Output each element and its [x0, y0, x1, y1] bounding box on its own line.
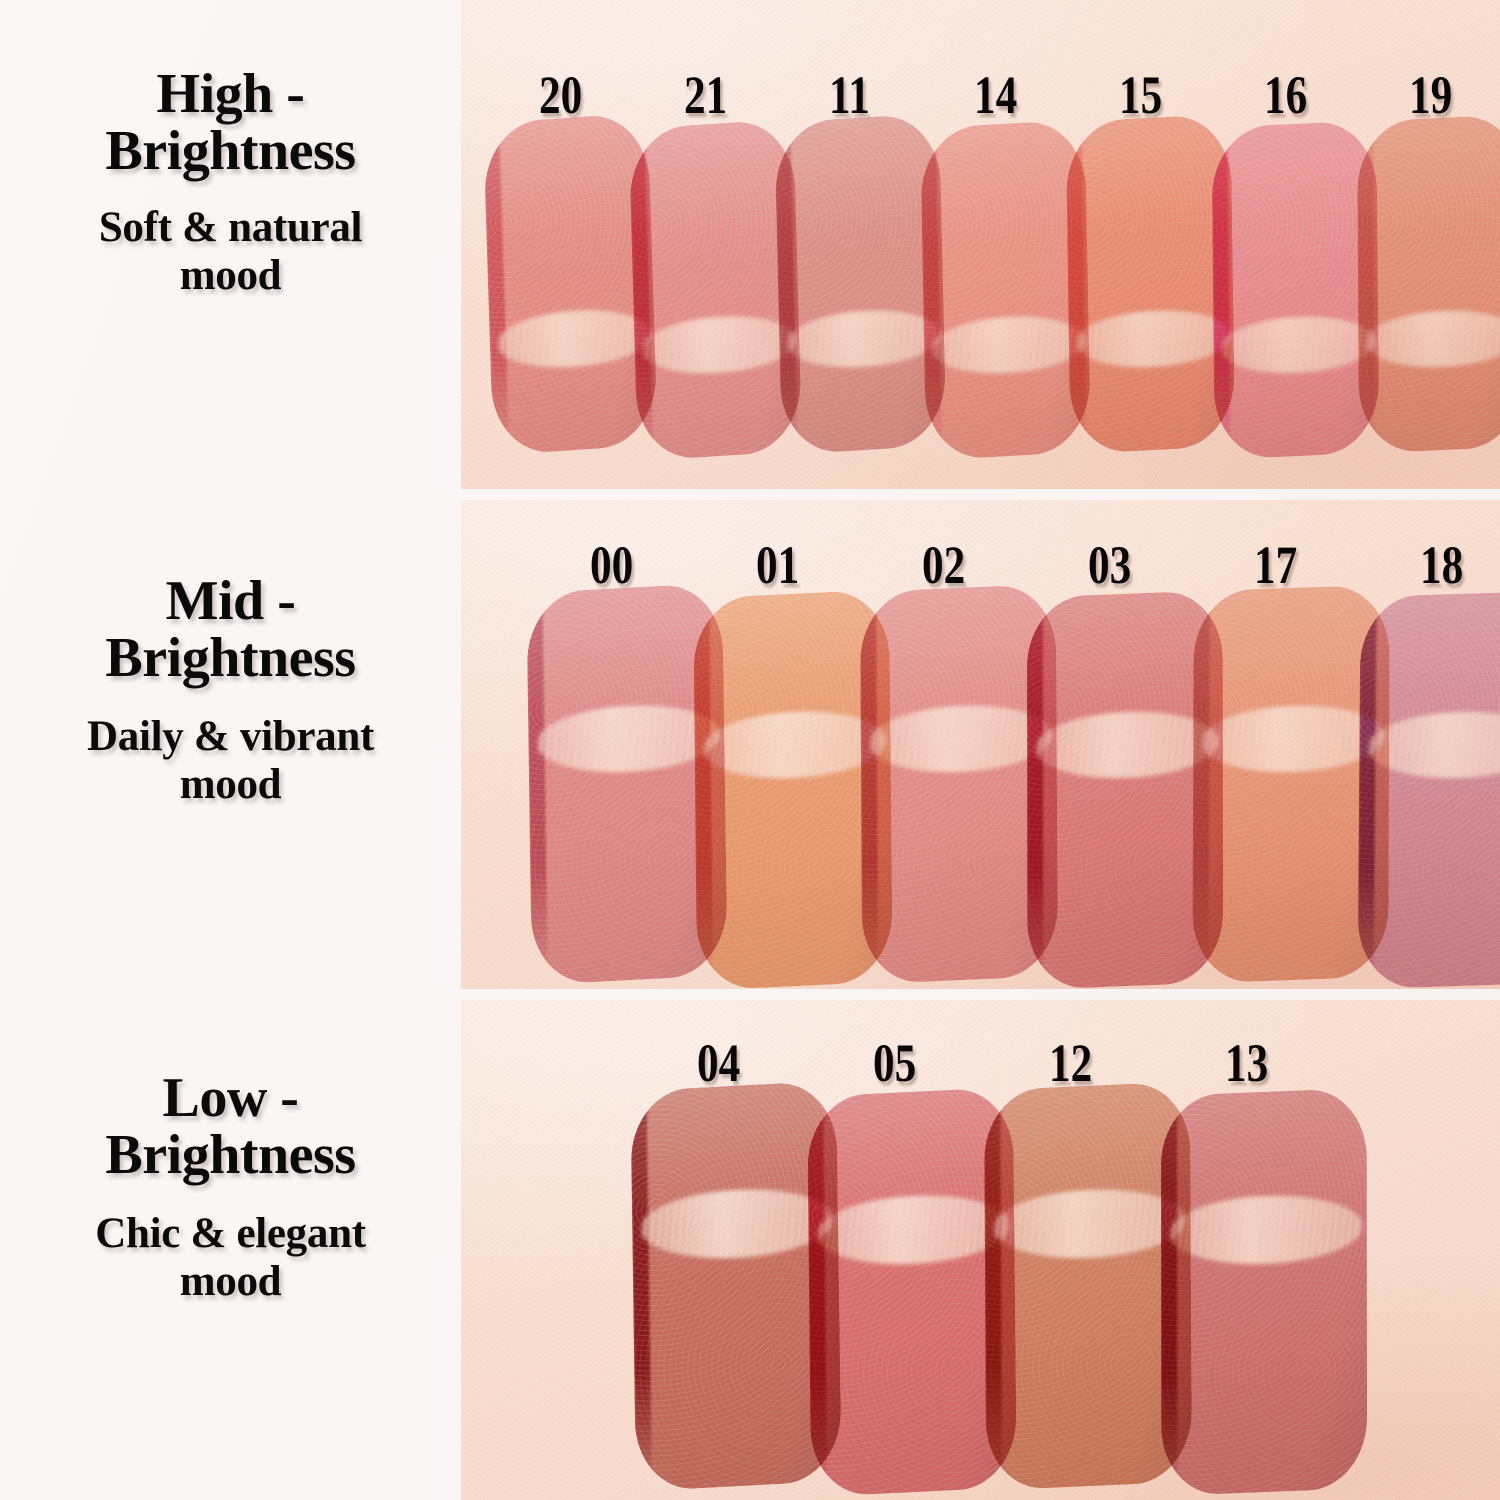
swatch-sheen-15	[1065, 113, 1236, 455]
swatch-14[interactable]	[920, 119, 1091, 461]
section-subtitle-high-line1: Soft & natural	[98, 204, 363, 252]
section-subtitle-high: Soft & natural mood	[0, 204, 461, 300]
swatch-sheen-19	[1357, 114, 1500, 454]
section-subtitle-low-line2: mood	[179, 1258, 282, 1306]
swatch-13[interactable]	[1160, 1087, 1368, 1497]
swatch-sheen-16	[1211, 119, 1380, 461]
swatch-number-20: 20	[539, 65, 583, 125]
swatch-sheen-13	[1160, 1087, 1368, 1497]
swatch-panel-mid: 00 01 02 03 17 18	[461, 500, 1500, 989]
section-title-low-line2: Brightness	[105, 1124, 356, 1187]
swatch-number-01: 01	[755, 535, 799, 595]
swatch-number-16: 16	[1264, 65, 1308, 125]
swatch-number-00: 00	[589, 535, 633, 595]
swatch-number-15: 15	[1119, 65, 1163, 125]
swatch-panel-high: 20 21 11 14 15 16 19	[461, 0, 1500, 489]
swatch-panel-low: 04 05 12 13	[461, 1000, 1500, 1500]
section-subtitle-low: Chic & elegant mood	[0, 1210, 461, 1306]
swatch-number-11: 11	[829, 65, 870, 125]
swatch-number-17: 17	[1253, 535, 1297, 595]
swatch-15[interactable]	[1065, 113, 1236, 455]
section-subtitle-mid: Daily & vibrant mood	[0, 713, 461, 809]
section-title-high-line1: High -	[156, 63, 305, 125]
swatch-sheen-18	[1357, 590, 1500, 989]
swatch-number-05: 05	[872, 1033, 917, 1093]
section-title-mid-line1: Mid -	[165, 570, 296, 632]
section-title-mid-line2: Brightness	[105, 627, 356, 690]
section-title-low-line1: Low -	[162, 1067, 299, 1129]
section-title-mid: Mid - Brightness	[0, 570, 461, 690]
swatch-sheen-14	[920, 119, 1091, 461]
section-label-high: High - Brightness Soft & natural mood	[0, 63, 461, 301]
swatch-number-03: 03	[1087, 535, 1131, 595]
label-column: High - Brightness Soft & natural mood Mi…	[0, 0, 461, 1500]
swatch-16[interactable]	[1211, 119, 1380, 461]
swatch-number-12: 12	[1048, 1033, 1093, 1093]
section-subtitle-mid-line1: Daily & vibrant	[87, 713, 374, 761]
section-title-high: High - Brightness	[0, 63, 461, 183]
swatch-number-02: 02	[921, 535, 965, 595]
section-label-low: Low - Brightness Chic & elegant mood	[0, 1067, 461, 1307]
section-subtitle-high-line2: mood	[179, 252, 282, 300]
swatch-number-13: 13	[1224, 1033, 1269, 1093]
section-title-high-line2: Brightness	[105, 120, 356, 183]
section-label-mid: Mid - Brightness Daily & vibrant mood	[0, 570, 461, 810]
swatch-18[interactable]	[1357, 590, 1500, 989]
swatch-19[interactable]	[1357, 114, 1500, 454]
swatch-number-14: 14	[974, 65, 1018, 125]
section-subtitle-mid-line2: mood	[179, 761, 282, 809]
swatch-number-04: 04	[696, 1033, 741, 1093]
swatch-number-18: 18	[1419, 535, 1463, 595]
swatch-number-19: 19	[1409, 65, 1453, 125]
section-title-low: Low - Brightness	[0, 1067, 461, 1187]
swatch-number-21: 21	[684, 65, 728, 125]
section-subtitle-low-line1: Chic & elegant	[95, 1210, 366, 1258]
